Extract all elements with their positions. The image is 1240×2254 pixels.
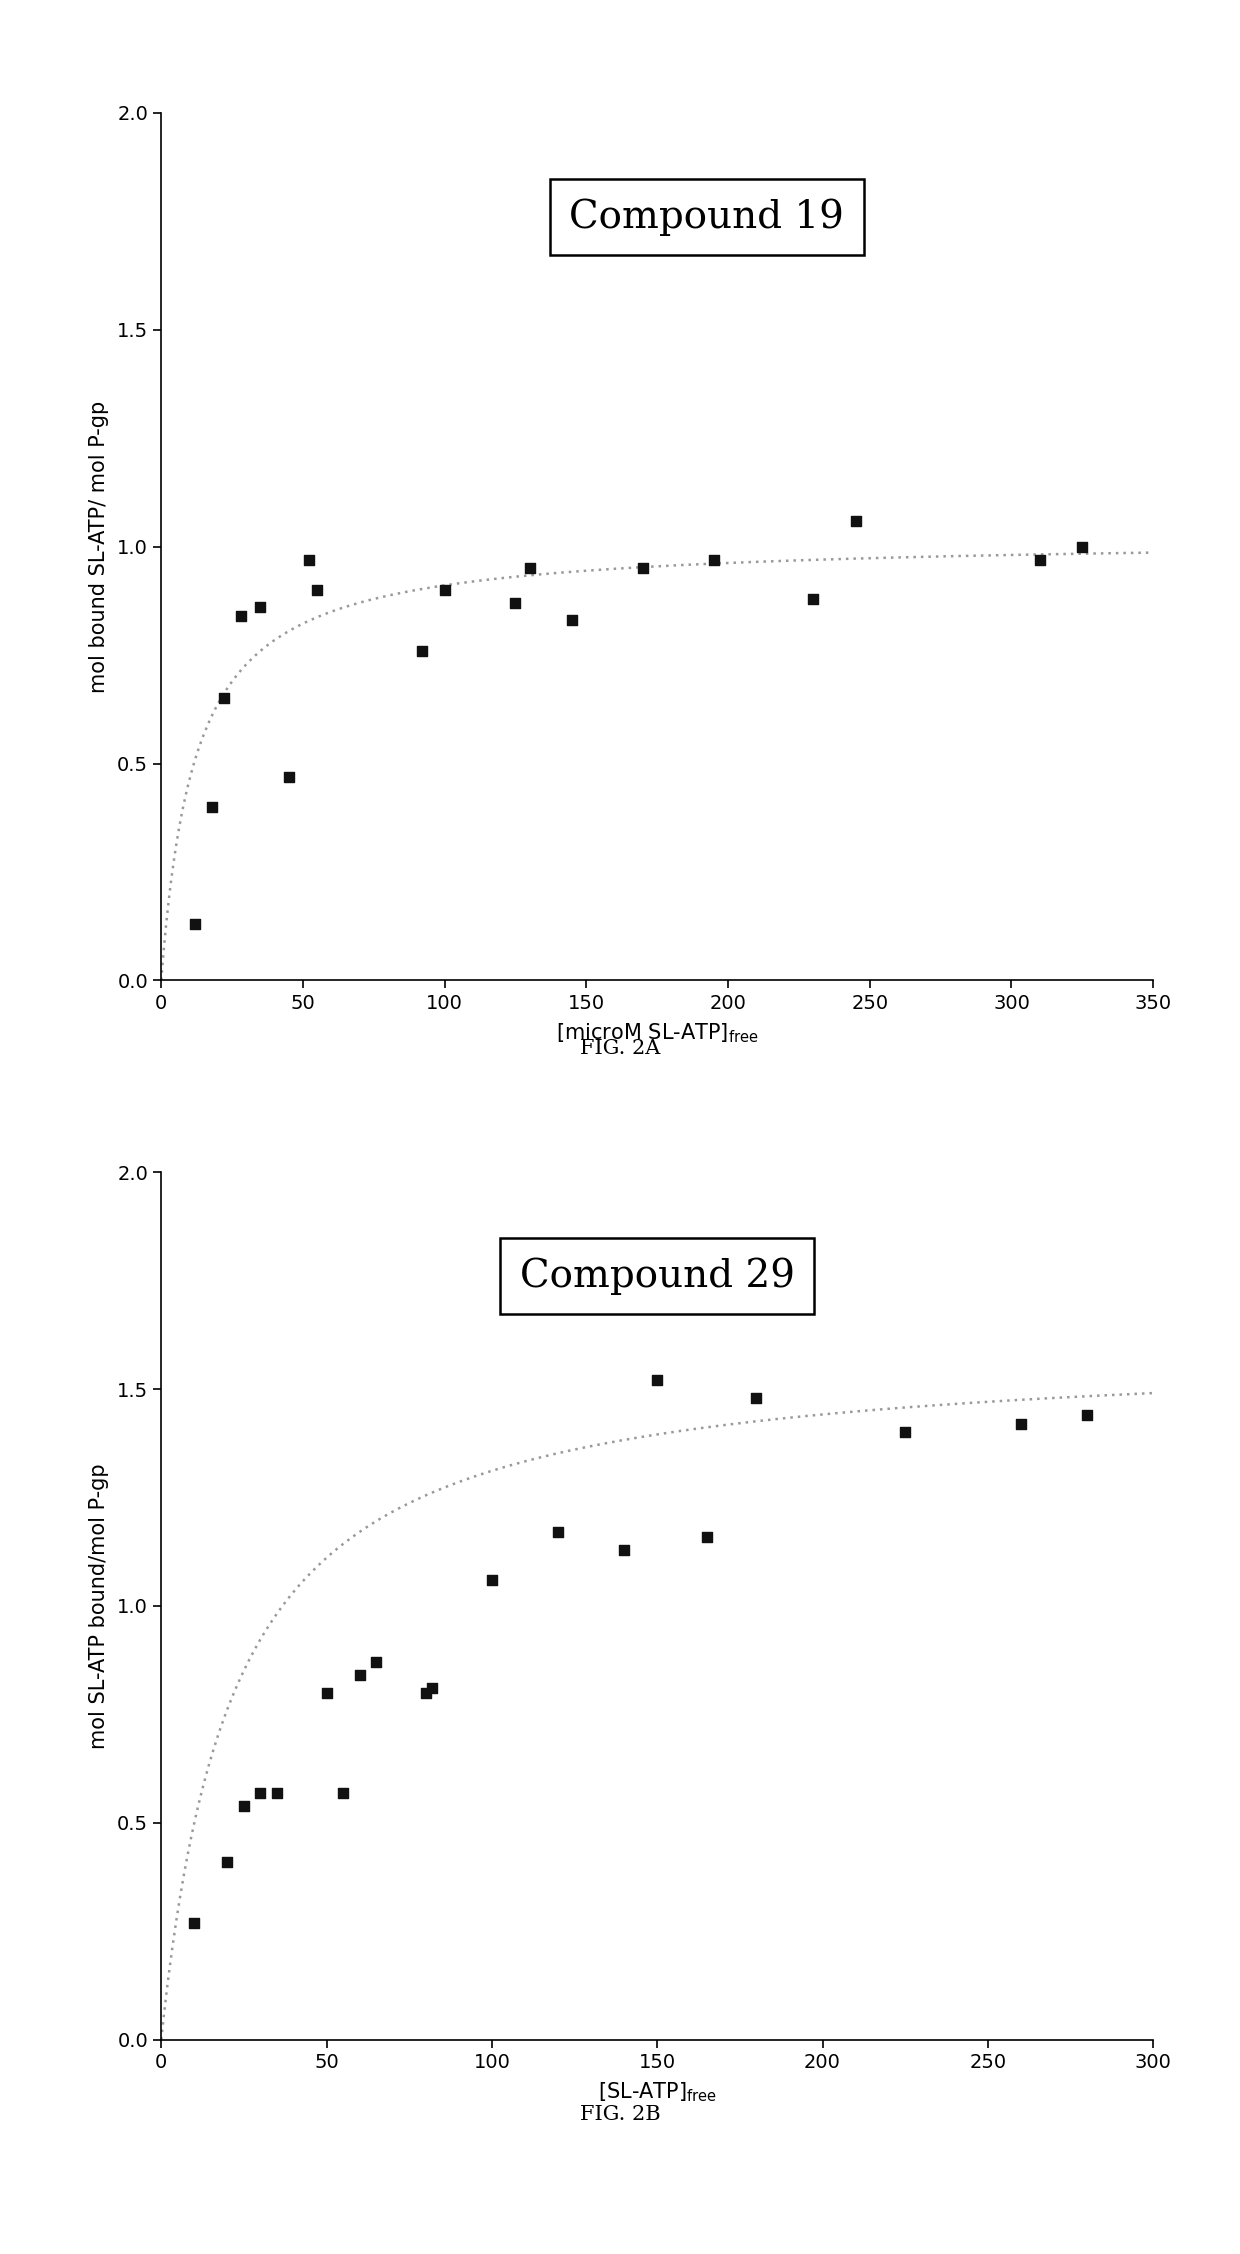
Point	[202, 789, 222, 825]
Text: Compound 29: Compound 29	[520, 1258, 795, 1296]
Point	[334, 1774, 353, 1810]
Point	[366, 1645, 386, 1681]
Point	[562, 602, 582, 638]
Point	[234, 1787, 254, 1823]
Point	[185, 906, 205, 942]
Point	[1030, 541, 1050, 577]
Point	[1078, 1397, 1097, 1434]
Text: Compound 19: Compound 19	[569, 198, 844, 237]
Point	[185, 1905, 205, 1941]
Point	[634, 550, 653, 586]
Point	[804, 582, 823, 618]
Point	[895, 1416, 915, 1452]
Point	[213, 681, 233, 717]
Text: FIG. 2A: FIG. 2A	[580, 1039, 660, 1057]
Text: FIG. 2B: FIG. 2B	[579, 2105, 661, 2123]
Point	[316, 1675, 336, 1711]
Point	[506, 586, 526, 622]
Point	[267, 1774, 286, 1810]
Point	[423, 1670, 443, 1706]
Y-axis label: mol bound SL-ATP/ mol P-gp: mol bound SL-ATP/ mol P-gp	[88, 401, 109, 692]
Point	[520, 550, 539, 586]
Point	[704, 541, 724, 577]
Point	[350, 1657, 370, 1693]
X-axis label: [SL-ATP]$_\mathregular{free}$: [SL-ATP]$_\mathregular{free}$	[598, 2080, 717, 2103]
Point	[746, 1379, 766, 1416]
Point	[482, 1562, 502, 1598]
Point	[250, 588, 270, 624]
Point	[548, 1515, 568, 1551]
Point	[308, 573, 327, 609]
Point	[415, 1675, 435, 1711]
Y-axis label: mol SL-ATP bound/mol P-gp: mol SL-ATP bound/mol P-gp	[88, 1463, 109, 1749]
Point	[647, 1361, 667, 1397]
X-axis label: [microM SL-ATP]$_\mathregular{free}$: [microM SL-ATP]$_\mathregular{free}$	[556, 1021, 759, 1044]
Point	[279, 760, 299, 796]
Point	[1073, 530, 1092, 566]
Point	[435, 573, 455, 609]
Point	[217, 1844, 237, 1880]
Point	[412, 633, 432, 669]
Point	[250, 1774, 270, 1810]
Point	[697, 1519, 717, 1555]
Point	[614, 1530, 634, 1567]
Point	[231, 597, 250, 633]
Point	[1011, 1406, 1030, 1443]
Point	[299, 541, 319, 577]
Point	[846, 503, 866, 539]
